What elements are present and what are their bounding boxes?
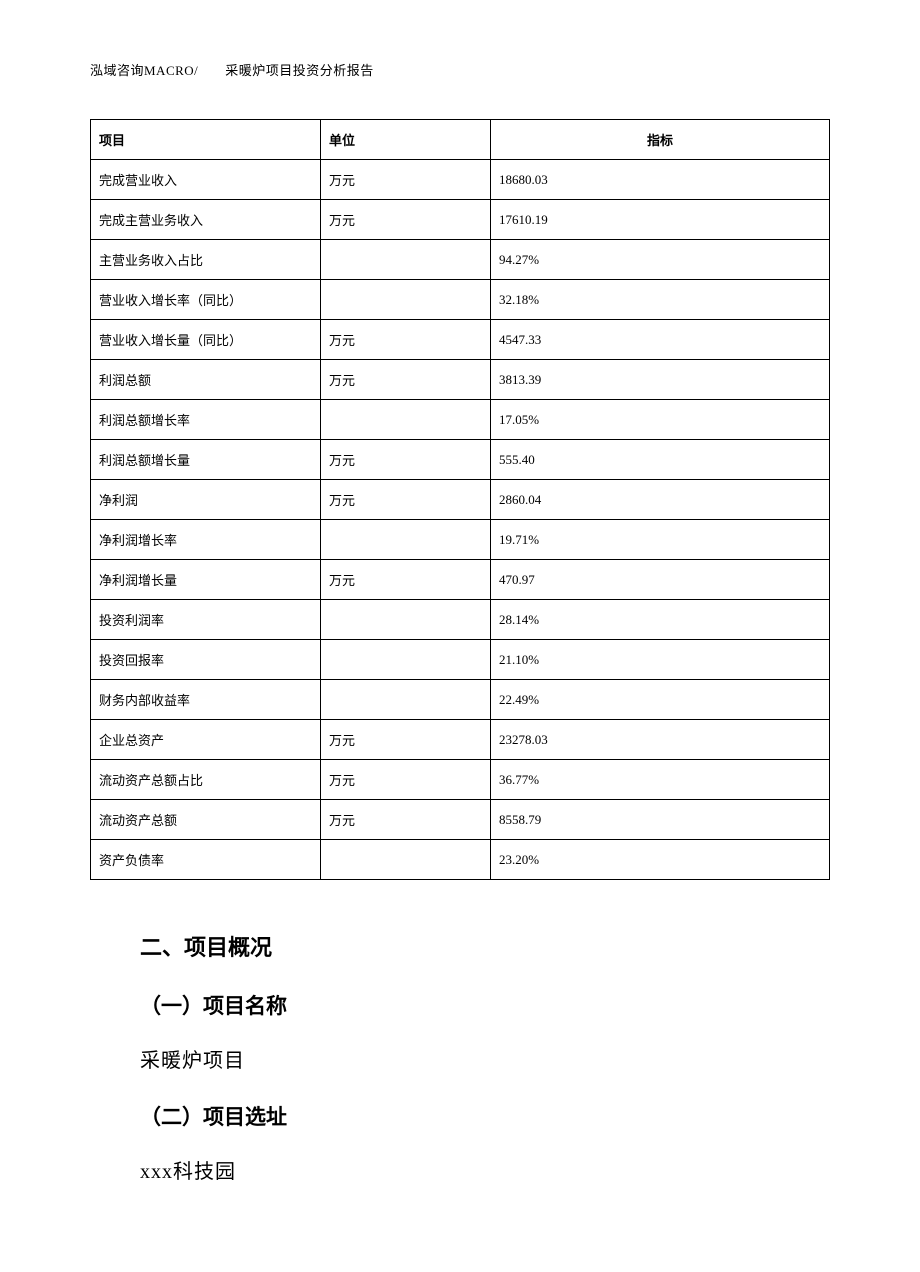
column-header-item: 项目 bbox=[91, 120, 321, 160]
table-cell: 470.97 bbox=[491, 560, 830, 600]
table-cell: 28.14% bbox=[491, 600, 830, 640]
table-row: 资产负债率 23.20% bbox=[91, 840, 830, 880]
table-cell: 万元 bbox=[321, 800, 491, 840]
table-cell: 财务内部收益率 bbox=[91, 680, 321, 720]
table-cell: 万元 bbox=[321, 360, 491, 400]
table-cell: 万元 bbox=[321, 480, 491, 520]
page-header: 泓域咨询MACRO/ 采暖炉项目投资分析报告 bbox=[90, 60, 830, 79]
table-cell: 主营业务收入占比 bbox=[91, 240, 321, 280]
table-row: 流动资产总额占比万元36.77% bbox=[91, 760, 830, 800]
table-cell: 万元 bbox=[321, 720, 491, 760]
table-cell: 万元 bbox=[321, 160, 491, 200]
table-cell bbox=[321, 840, 491, 880]
table-cell: 万元 bbox=[321, 200, 491, 240]
table-row: 利润总额增长量万元555.40 bbox=[91, 440, 830, 480]
table-cell: 营业收入增长率（同比） bbox=[91, 280, 321, 320]
table-cell: 94.27% bbox=[491, 240, 830, 280]
table-cell: 8558.79 bbox=[491, 800, 830, 840]
table-cell: 万元 bbox=[321, 320, 491, 360]
table-cell: 利润总额增长量 bbox=[91, 440, 321, 480]
table-row: 利润总额万元3813.39 bbox=[91, 360, 830, 400]
table-cell: 利润总额增长率 bbox=[91, 400, 321, 440]
document-page: 泓域咨询MACRO/ 采暖炉项目投资分析报告 项目 单位 指标 完成营业收入万元… bbox=[0, 0, 920, 1272]
table-row: 营业收入增长量（同比）万元4547.33 bbox=[91, 320, 830, 360]
section-title: 二、项目概况 bbox=[140, 930, 830, 962]
table-cell: 流动资产总额占比 bbox=[91, 760, 321, 800]
subsection-2-text: xxx科技园 bbox=[140, 1155, 830, 1184]
table-cell: 17610.19 bbox=[491, 200, 830, 240]
table-cell: 万元 bbox=[321, 440, 491, 480]
subsection-1-title: （一）项目名称 bbox=[140, 990, 830, 1020]
table-cell: 完成营业收入 bbox=[91, 160, 321, 200]
table-cell: 利润总额 bbox=[91, 360, 321, 400]
table-body: 完成营业收入万元18680.03完成主营业务收入万元17610.19主营业务收入… bbox=[91, 160, 830, 880]
table-cell: 完成主营业务收入 bbox=[91, 200, 321, 240]
table-row: 营业收入增长率（同比） 32.18% bbox=[91, 280, 830, 320]
metrics-table: 项目 单位 指标 完成营业收入万元18680.03完成主营业务收入万元17610… bbox=[90, 119, 830, 880]
table-cell: 32.18% bbox=[491, 280, 830, 320]
subsection-2-title: （二）项目选址 bbox=[140, 1101, 830, 1131]
table-cell bbox=[321, 400, 491, 440]
table-cell: 净利润 bbox=[91, 480, 321, 520]
table-row: 完成主营业务收入万元17610.19 bbox=[91, 200, 830, 240]
table-cell: 2860.04 bbox=[491, 480, 830, 520]
table-cell: 23278.03 bbox=[491, 720, 830, 760]
table-row: 净利润增长量万元470.97 bbox=[91, 560, 830, 600]
table-cell bbox=[321, 280, 491, 320]
subsection-1-text: 采暖炉项目 bbox=[140, 1044, 830, 1073]
table-cell bbox=[321, 600, 491, 640]
table-row: 利润总额增长率 17.05% bbox=[91, 400, 830, 440]
table-cell bbox=[321, 520, 491, 560]
table-cell: 22.49% bbox=[491, 680, 830, 720]
table-cell: 23.20% bbox=[491, 840, 830, 880]
table-cell: 555.40 bbox=[491, 440, 830, 480]
table-row: 主营业务收入占比 94.27% bbox=[91, 240, 830, 280]
table-cell bbox=[321, 640, 491, 680]
table-cell: 营业收入增长量（同比） bbox=[91, 320, 321, 360]
table-cell: 21.10% bbox=[491, 640, 830, 680]
table-cell: 万元 bbox=[321, 560, 491, 600]
table-cell: 投资回报率 bbox=[91, 640, 321, 680]
table-cell bbox=[321, 240, 491, 280]
table-row: 财务内部收益率 22.49% bbox=[91, 680, 830, 720]
table-cell: 流动资产总额 bbox=[91, 800, 321, 840]
table-cell: 净利润增长率 bbox=[91, 520, 321, 560]
table-row: 投资回报率 21.10% bbox=[91, 640, 830, 680]
content-section: 二、项目概况 （一）项目名称 采暖炉项目 （二）项目选址 xxx科技园 bbox=[90, 930, 830, 1184]
table-cell bbox=[321, 680, 491, 720]
table-row: 完成营业收入万元18680.03 bbox=[91, 160, 830, 200]
table-cell: 4547.33 bbox=[491, 320, 830, 360]
table-cell: 企业总资产 bbox=[91, 720, 321, 760]
table-row: 投资利润率 28.14% bbox=[91, 600, 830, 640]
table-cell: 3813.39 bbox=[491, 360, 830, 400]
table-row: 净利润增长率 19.71% bbox=[91, 520, 830, 560]
table-cell: 净利润增长量 bbox=[91, 560, 321, 600]
table-row: 企业总资产万元23278.03 bbox=[91, 720, 830, 760]
table-cell: 投资利润率 bbox=[91, 600, 321, 640]
column-header-value: 指标 bbox=[491, 120, 830, 160]
table-cell: 资产负债率 bbox=[91, 840, 321, 880]
table-cell: 18680.03 bbox=[491, 160, 830, 200]
table-cell: 万元 bbox=[321, 760, 491, 800]
table-cell: 17.05% bbox=[491, 400, 830, 440]
column-header-unit: 单位 bbox=[321, 120, 491, 160]
table-cell: 19.71% bbox=[491, 520, 830, 560]
table-row: 流动资产总额万元8558.79 bbox=[91, 800, 830, 840]
table-cell: 36.77% bbox=[491, 760, 830, 800]
table-header-row: 项目 单位 指标 bbox=[91, 120, 830, 160]
table-row: 净利润万元2860.04 bbox=[91, 480, 830, 520]
